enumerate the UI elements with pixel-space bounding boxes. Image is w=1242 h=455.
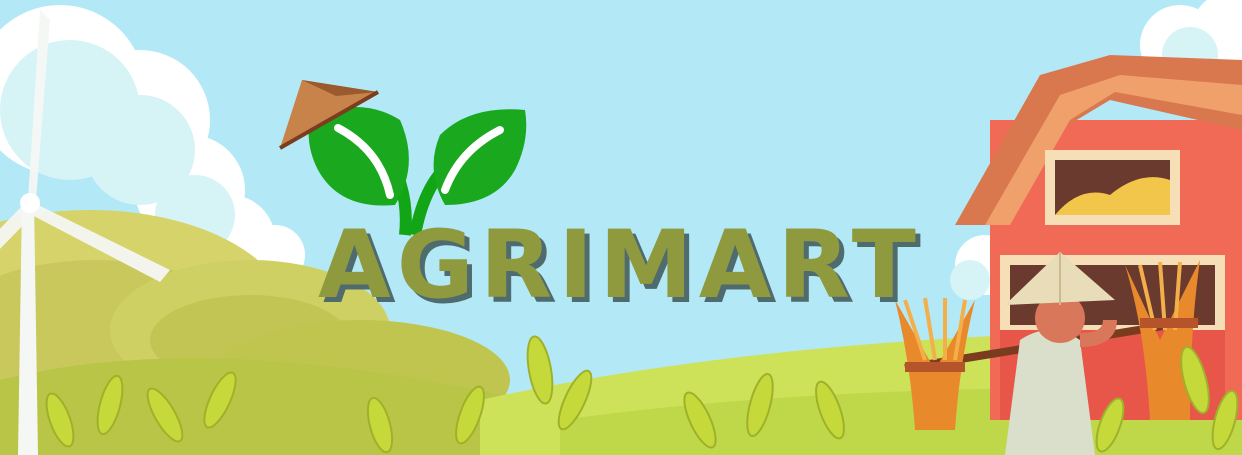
conical-hat-icon (279, 80, 379, 150)
right-wheat-sheaf (1125, 260, 1200, 420)
wind-turbine (0, 10, 170, 455)
sprout-icon (308, 106, 527, 237)
brand-title: AGRIMART (318, 211, 922, 320)
left-wheat-sheaf (895, 297, 975, 430)
farmer-with-wheat-sheaves (895, 252, 1201, 455)
rolling-hills (0, 210, 1242, 455)
wheat-stalks (45, 335, 1239, 454)
